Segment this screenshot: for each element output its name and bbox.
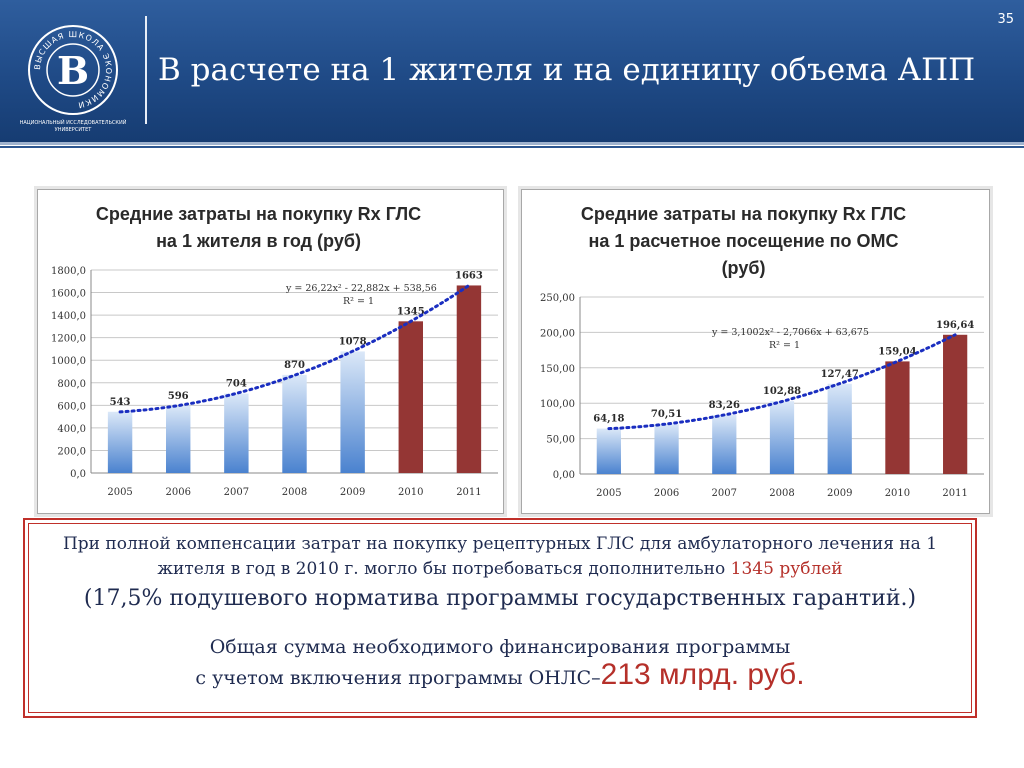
hse-logo: ВЫСШАЯ ШКОЛА ЭКОНОМИКИ В НАЦИОНАЛЬНЫЙ ИС…	[14, 14, 132, 134]
chart1-data-label: 1078	[339, 336, 367, 347]
chart2-title-line: (руб)	[722, 258, 766, 278]
summary-box: При полной компенсации затрат на покупку…	[23, 518, 977, 718]
chart1-x-tick-label: 2011	[456, 487, 481, 498]
chart1-y-tick-label: 1600,0	[51, 289, 86, 300]
chart2-data-label: 102,88	[763, 386, 801, 397]
chart1-bar	[340, 351, 365, 473]
chart2-y-tick-label: 200,00	[540, 328, 575, 339]
chart1-title-line: Средние затраты на покупку Rx ГЛС	[96, 204, 421, 224]
chart-per-resident: Средние затраты на покупку Rx ГЛС на 1 жи…	[37, 189, 504, 514]
page-title: В расчете на 1 жителя и на единицу объем…	[158, 52, 976, 88]
chart-per-visit: Средние затраты на покупку Rx ГЛС на 1 ра…	[521, 189, 990, 514]
summary-line-2: (17,5% подушевого норматива программы го…	[83, 586, 917, 611]
chart2-x-tick-label: 2005	[596, 488, 621, 499]
chart1-data-label: 1345	[397, 306, 425, 317]
chart2-trend-r2: R² = 1	[769, 340, 800, 351]
header-divider	[145, 16, 147, 124]
chart2-y-tick-label: 250,00	[540, 293, 575, 304]
chart2-bar	[943, 334, 968, 474]
chart1-bar	[224, 393, 249, 473]
chart1-y-tick-label: 1400,0	[51, 311, 86, 322]
chart1-y-tick-label: 1200,0	[51, 334, 86, 345]
chart2-bar	[885, 361, 910, 474]
chart2-y-tick-label: 50,00	[546, 435, 575, 446]
chart1-y-tick-label: 600,0	[57, 401, 86, 412]
chart1-x-tick-label: 2005	[107, 487, 132, 498]
summary-line-1-highlight: 1345 рублей	[730, 559, 843, 579]
chart1-bar	[107, 411, 133, 473]
chart2-data-label: 196,64	[936, 320, 974, 331]
hse-logo-icon: ВЫСШАЯ ШКОЛА ЭКОНОМИКИ В НАЦИОНАЛЬНЫЙ ИС…	[20, 25, 127, 133]
chart1-y-tick-label: 0,0	[70, 469, 86, 480]
chart2-x-tick-label: 2010	[885, 488, 910, 499]
chart1-title-line: на 1 жителя в год (руб)	[156, 231, 361, 251]
header-banner: ВЫСШАЯ ШКОЛА ЭКОНОМИКИ В НАЦИОНАЛЬНЫЙ ИС…	[0, 0, 1024, 142]
header-rule-light	[0, 142, 1024, 145]
summary-line-3: Общая сумма необходимого финансирования …	[209, 636, 791, 658]
chart1-bar	[166, 405, 191, 473]
chart1-x-tick-label: 2007	[224, 487, 249, 498]
chart2-bar	[712, 415, 737, 474]
page-number: 35	[997, 12, 1014, 27]
chart1-x-tick-label: 2006	[165, 487, 190, 498]
chart2-title-line: Средние затраты на покупку Rx ГЛС	[581, 204, 906, 224]
chart1-data-label: 596	[168, 391, 189, 402]
chart2-data-label: 70,51	[651, 409, 682, 420]
chart1-x-tick-label: 2009	[340, 487, 365, 498]
chart2-data-label: 64,18	[593, 414, 624, 425]
chart2-y-tick-label: 150,00	[540, 364, 575, 375]
chart2-data-label: 83,26	[709, 400, 740, 411]
chart2-x-tick-label: 2008	[769, 488, 794, 499]
chart1-data-label: 543	[110, 397, 131, 408]
summary-line-4-highlight: 213 млрд. руб.	[600, 658, 805, 691]
logo-caption-1: НАЦИОНАЛЬНЫЙ ИССЛЕДОВАТЕЛЬСКИЙ	[20, 119, 127, 126]
chart1-bar	[282, 374, 307, 473]
chart1-bar	[456, 285, 482, 473]
svg-text:В: В	[57, 48, 89, 93]
header-rule-dark	[0, 146, 1024, 148]
chart2-trend-equation: y = 3,1002x² - 2,7066x + 63,675	[711, 327, 869, 338]
chart2-x-tick-label: 2011	[942, 488, 967, 499]
chart1-trendline	[118, 283, 471, 414]
chart1-data-label: 870	[284, 360, 305, 371]
chart1-bar	[398, 321, 423, 473]
chart1-data-label: 704	[226, 379, 247, 390]
chart2-title-line: на 1 расчетное посещение по ОМС	[588, 231, 898, 251]
chart1-data-label: 1663	[455, 270, 483, 281]
summary-line-1: При полной компенсации затрат на покупку…	[29, 532, 971, 582]
chart1-trend-r2: R² = 1	[343, 296, 374, 307]
chart1-trend-equation: y = 26,22x² - 22,882x + 538,56	[285, 283, 437, 294]
chart1-x-tick-label: 2008	[282, 487, 307, 498]
chart-per-visit-svg: Средние затраты на покупку Rx ГЛС на 1 ра…	[540, 204, 984, 499]
chart2-bar	[827, 383, 852, 474]
chart1-x-tick-label: 2010	[398, 487, 423, 498]
summary-line-4-text: с учетом включения программы ОНЛС–	[195, 667, 601, 689]
summary-line-4: с учетом включения программы ОНЛС–213 мл…	[29, 660, 971, 693]
summary-line-1-text: При полной компенсации затрат на покупку…	[62, 534, 938, 579]
chart1-y-tick-label: 1800,0	[51, 266, 86, 277]
chart2-data-label: 127,47	[821, 369, 859, 380]
chart2-bar	[596, 428, 621, 474]
chart2-y-tick-label: 0,00	[553, 470, 575, 481]
summary-box-inner: При полной компенсации затрат на покупку…	[28, 523, 972, 713]
chart-per-resident-svg: Средние затраты на покупку Rx ГЛС на 1 жи…	[51, 204, 498, 498]
chart2-data-label: 159,04	[878, 346, 916, 357]
chart2-y-tick-label: 100,00	[540, 399, 575, 410]
chart1-y-tick-label: 400,0	[57, 424, 86, 435]
chart2-bar	[654, 424, 679, 474]
chart2-x-tick-label: 2006	[654, 488, 679, 499]
logo-caption-2: УНИВЕРСИТЕТ	[55, 127, 93, 133]
chart1-y-tick-label: 1000,0	[51, 356, 86, 367]
chart2-bar	[769, 401, 795, 474]
chart2-x-tick-label: 2009	[827, 488, 852, 499]
chart1-y-tick-label: 200,0	[57, 446, 86, 457]
chart2-trendline	[607, 333, 957, 431]
chart1-y-tick-label: 800,0	[57, 379, 86, 390]
chart2-x-tick-label: 2007	[712, 488, 737, 499]
